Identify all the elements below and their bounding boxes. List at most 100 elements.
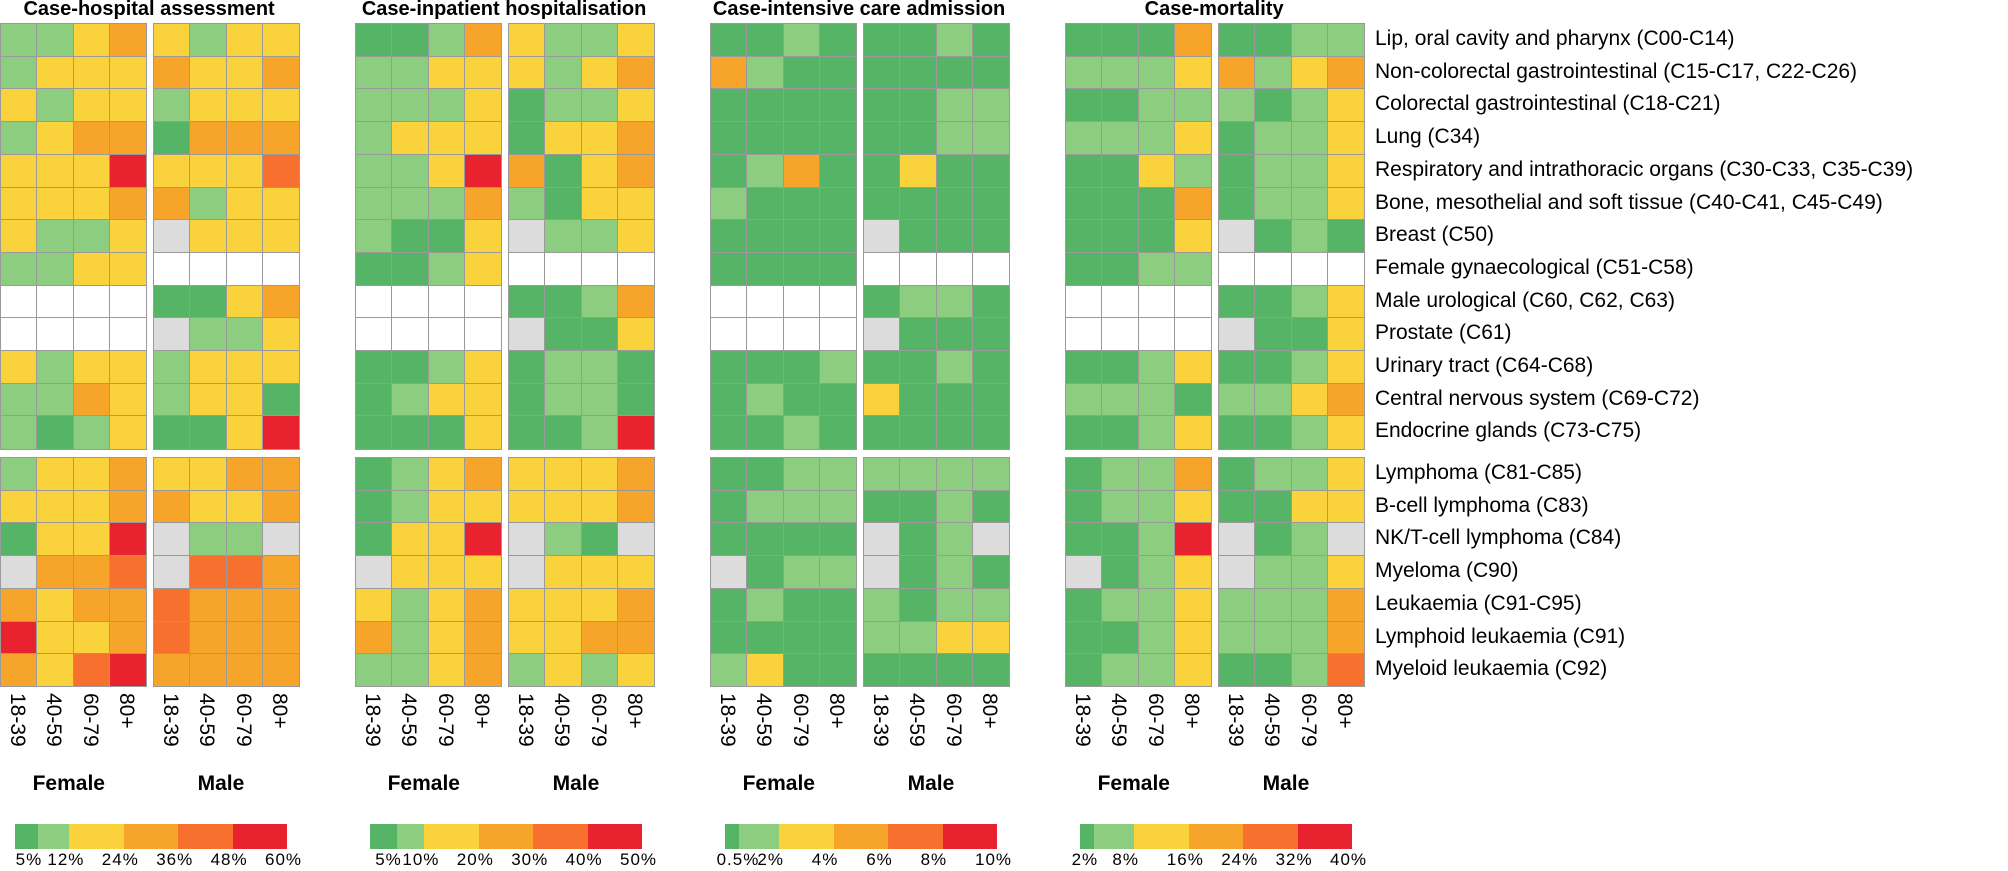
heatmap-cell	[189, 121, 228, 156]
heatmap-cell	[391, 121, 430, 156]
age-group-label: 40-59	[905, 693, 929, 747]
heatmap-cell	[710, 23, 748, 58]
legend-tick-label: 30%	[511, 850, 549, 869]
heatmap-cell	[108, 55, 147, 90]
heatmap-cell	[1290, 251, 1329, 287]
age-group-label: 18-39	[361, 693, 385, 747]
heatmap-cell	[971, 457, 1010, 492]
heatmap-cell	[899, 23, 938, 58]
heatmap-cell	[463, 284, 502, 319]
age-group-label: 40-59	[397, 693, 421, 747]
heatmap-cell	[189, 653, 228, 688]
age-group-label: 40-59	[195, 693, 219, 747]
heatmap-cell	[1326, 489, 1365, 524]
heatmap-cell	[355, 251, 393, 287]
heatmap-cell	[36, 153, 75, 188]
sex-label: Male	[197, 772, 245, 795]
heatmap-cell	[108, 457, 147, 492]
legend-swatch	[232, 824, 287, 849]
heatmap-cell	[36, 489, 75, 524]
heatmap-cell	[580, 186, 619, 221]
heatmap-cell	[189, 555, 228, 590]
heatmap-cell	[710, 88, 748, 123]
heatmap-cell	[1254, 55, 1293, 90]
heatmap-cell	[1218, 522, 1256, 557]
heatmap-cell	[391, 219, 430, 254]
heatmap-cell	[153, 350, 191, 385]
heatmap-cell	[261, 186, 300, 221]
heatmap-cell	[36, 415, 75, 450]
heatmap-cell	[427, 489, 466, 524]
heatmap-cell	[746, 153, 785, 188]
heatmap-cell	[746, 620, 785, 655]
heatmap-cell	[1326, 121, 1365, 156]
heatmap-cell	[544, 251, 583, 287]
heatmap-cell	[899, 522, 938, 557]
heatmap-cell	[1173, 555, 1212, 590]
heatmap-cell	[1326, 522, 1365, 557]
heatmap-cell	[225, 489, 264, 524]
heatmap-cell	[580, 317, 619, 352]
heatmap-cell	[1101, 587, 1140, 622]
heatmap-cell	[899, 555, 938, 590]
heatmap-cell	[1101, 284, 1140, 319]
legend-swatch	[15, 824, 38, 849]
row-label: Lung (C34)	[1375, 125, 1481, 149]
heatmap-cell	[782, 23, 821, 58]
heatmap-cell	[72, 522, 111, 557]
heatmap-cell	[710, 284, 748, 319]
heatmap-cell	[1173, 587, 1212, 622]
heatmap-cell	[1065, 415, 1103, 450]
legend-swatch	[779, 824, 834, 849]
heatmap-cell	[818, 251, 857, 287]
heatmap-cell	[782, 186, 821, 221]
heatmap-cell	[616, 219, 655, 254]
heatmap-cell	[971, 219, 1010, 254]
heatmap-cell	[782, 555, 821, 590]
heatmap-cell	[710, 153, 748, 188]
heatmap-cell	[1173, 620, 1212, 655]
heatmap-cell	[261, 555, 300, 590]
age-group-label: 40-59	[550, 693, 574, 747]
heatmap-cell	[355, 587, 393, 622]
heatmap-cell	[710, 350, 748, 385]
heatmap-cell	[72, 555, 111, 590]
heatmap-cell	[427, 382, 466, 417]
heatmap-cell	[1290, 653, 1329, 688]
legend-swatch	[1243, 824, 1298, 849]
heatmap-cell	[1065, 251, 1103, 287]
heatmap-cell	[427, 317, 466, 352]
heatmap-cell	[1218, 251, 1256, 287]
row-label: Lip, oral cavity and pharynx (C00-C14)	[1375, 27, 1735, 50]
heatmap-cell	[36, 457, 75, 492]
heatmap-cell	[225, 620, 264, 655]
heatmap-cell	[544, 457, 583, 492]
row-label: Female gynaecological (C51-C58)	[1375, 255, 1694, 279]
heatmap-cell	[391, 55, 430, 90]
heatmap-cell	[746, 219, 785, 254]
heatmap-cell	[1290, 55, 1329, 90]
heatmap-cell	[427, 153, 466, 188]
heatmap-cell	[0, 186, 38, 221]
heatmap-cell	[971, 653, 1010, 688]
heatmap-cell	[355, 415, 393, 450]
age-group-label: 60-79	[1296, 693, 1320, 747]
heatmap-cell	[935, 489, 974, 524]
age-group-label: 60-79	[1143, 693, 1167, 747]
heatmap-cell	[1173, 350, 1212, 385]
heatmap-cell	[1254, 489, 1293, 524]
heatmap-cell	[225, 415, 264, 450]
heatmap-cell	[616, 415, 655, 450]
heatmap-cell	[935, 88, 974, 123]
row-label: Colorectal gastrointestinal (C18-C21)	[1375, 92, 1721, 116]
heatmap-cell	[261, 457, 300, 492]
heatmap-cell	[580, 489, 619, 524]
heatmap-cell	[782, 219, 821, 254]
age-group-label: 80+	[1180, 693, 1204, 729]
heatmap-cell	[36, 219, 75, 254]
heatmap-cell	[391, 587, 430, 622]
heatmap-cell	[355, 88, 393, 123]
heatmap-cell	[36, 382, 75, 417]
heatmap-cell	[782, 489, 821, 524]
heatmap-cell	[1218, 555, 1256, 590]
